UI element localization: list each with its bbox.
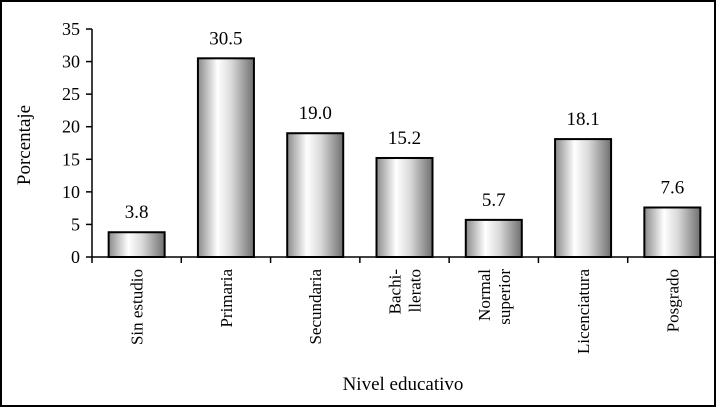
bar bbox=[554, 138, 613, 258]
x-tick-label: Primaria bbox=[217, 269, 236, 328]
x-tick-label: Posgrado bbox=[663, 269, 682, 332]
data-label: 7.6 bbox=[660, 177, 684, 198]
data-label: 18.1 bbox=[566, 109, 599, 130]
x-tick-label: Bachi-llerato bbox=[386, 269, 425, 315]
bar bbox=[375, 156, 434, 259]
x-tick-label-line: Secundaria bbox=[306, 269, 325, 345]
x-tick-label: Secundaria bbox=[306, 269, 325, 345]
x-tick-label-line: Normal bbox=[475, 269, 494, 321]
bar bbox=[196, 57, 255, 258]
data-label: 30.5 bbox=[209, 28, 242, 49]
x-tick-label-line: Licenciatura bbox=[574, 269, 593, 354]
x-tick-label: Normalsuperior bbox=[475, 269, 514, 325]
data-label: 3.8 bbox=[125, 202, 149, 223]
y-tick-label: 30 bbox=[62, 52, 80, 72]
bar bbox=[643, 206, 702, 258]
y-tick-label: 35 bbox=[62, 19, 80, 39]
y-tick-label: 10 bbox=[62, 182, 80, 202]
x-tick-label-line: Primaria bbox=[217, 269, 236, 328]
x-tick-label-line: Sin estudio bbox=[128, 269, 147, 345]
x-tick-label-line: Bachi- bbox=[386, 269, 405, 315]
data-label: 19.0 bbox=[299, 103, 332, 124]
y-tick-label: 0 bbox=[71, 247, 80, 267]
y-tick-label: 15 bbox=[62, 149, 80, 169]
y-tick-label: 5 bbox=[71, 214, 80, 234]
x-tick-label-line: Posgrado bbox=[663, 269, 682, 332]
data-label: 5.7 bbox=[482, 190, 506, 211]
data-label: 15.2 bbox=[388, 128, 421, 149]
x-axis-label: Nivel educativo bbox=[343, 374, 464, 395]
plot-area: 0 5 10 15 20 25 30 35 3.8 Sin estudio 30.5 Primaria… bbox=[62, 19, 715, 354]
x-tick-label: Licenciatura bbox=[574, 269, 593, 354]
y-tick-label: 20 bbox=[62, 117, 80, 137]
bar bbox=[107, 231, 166, 258]
y-axis-label: Porcentaje bbox=[14, 105, 35, 185]
x-tick-label: Sin estudio bbox=[128, 269, 147, 345]
x-tick-label-line: superior bbox=[495, 269, 514, 325]
bar bbox=[286, 132, 345, 259]
y-tick-label: 25 bbox=[62, 84, 80, 104]
x-tick-label-line: llerato bbox=[406, 269, 425, 312]
bar bbox=[464, 218, 523, 259]
